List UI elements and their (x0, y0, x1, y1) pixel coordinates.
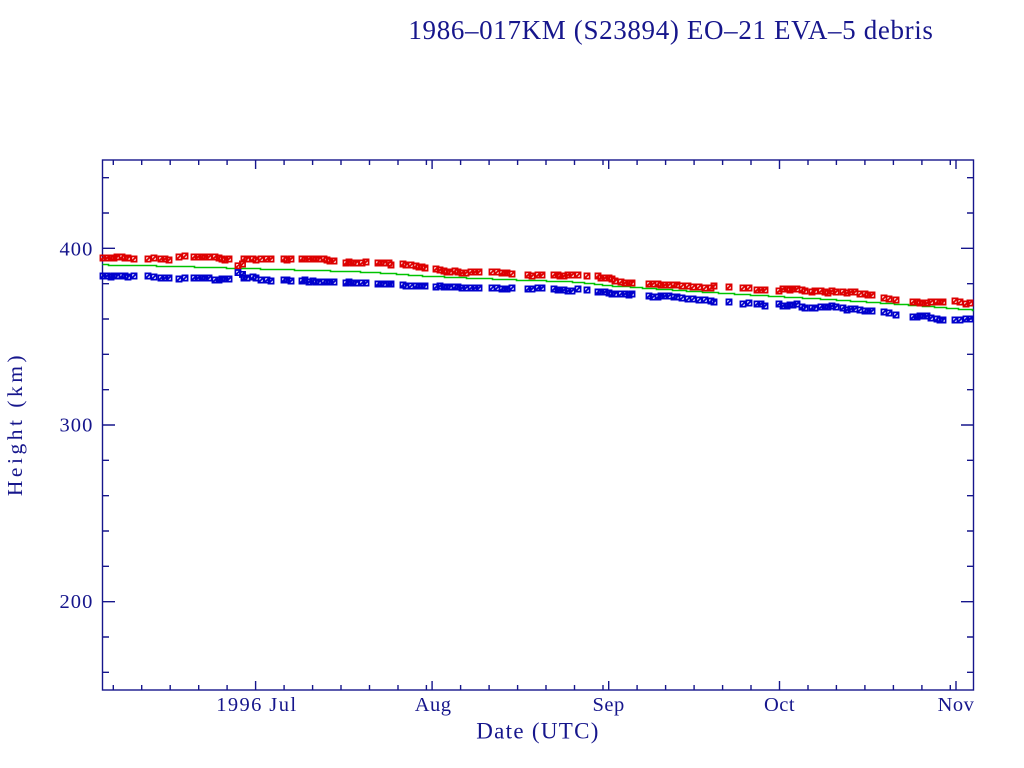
svg-text:200: 200 (59, 591, 93, 613)
svg-text:Nov: Nov (938, 694, 975, 716)
svg-text:Aug: Aug (415, 694, 452, 716)
svg-text:1996 Jul: 1996 Jul (216, 694, 297, 716)
svg-text:1986–017KM (S23894) EO–21 EVA–: 1986–017KM (S23894) EO–21 EVA–5 debris (408, 15, 933, 45)
svg-text:Oct: Oct (764, 694, 795, 716)
svg-text:Date (UTC): Date (UTC) (476, 719, 600, 744)
svg-text:300: 300 (59, 415, 93, 437)
svg-text:400: 400 (59, 238, 93, 260)
svg-text:Sep: Sep (593, 694, 625, 716)
svg-text:Height (km): Height (km) (3, 352, 27, 496)
